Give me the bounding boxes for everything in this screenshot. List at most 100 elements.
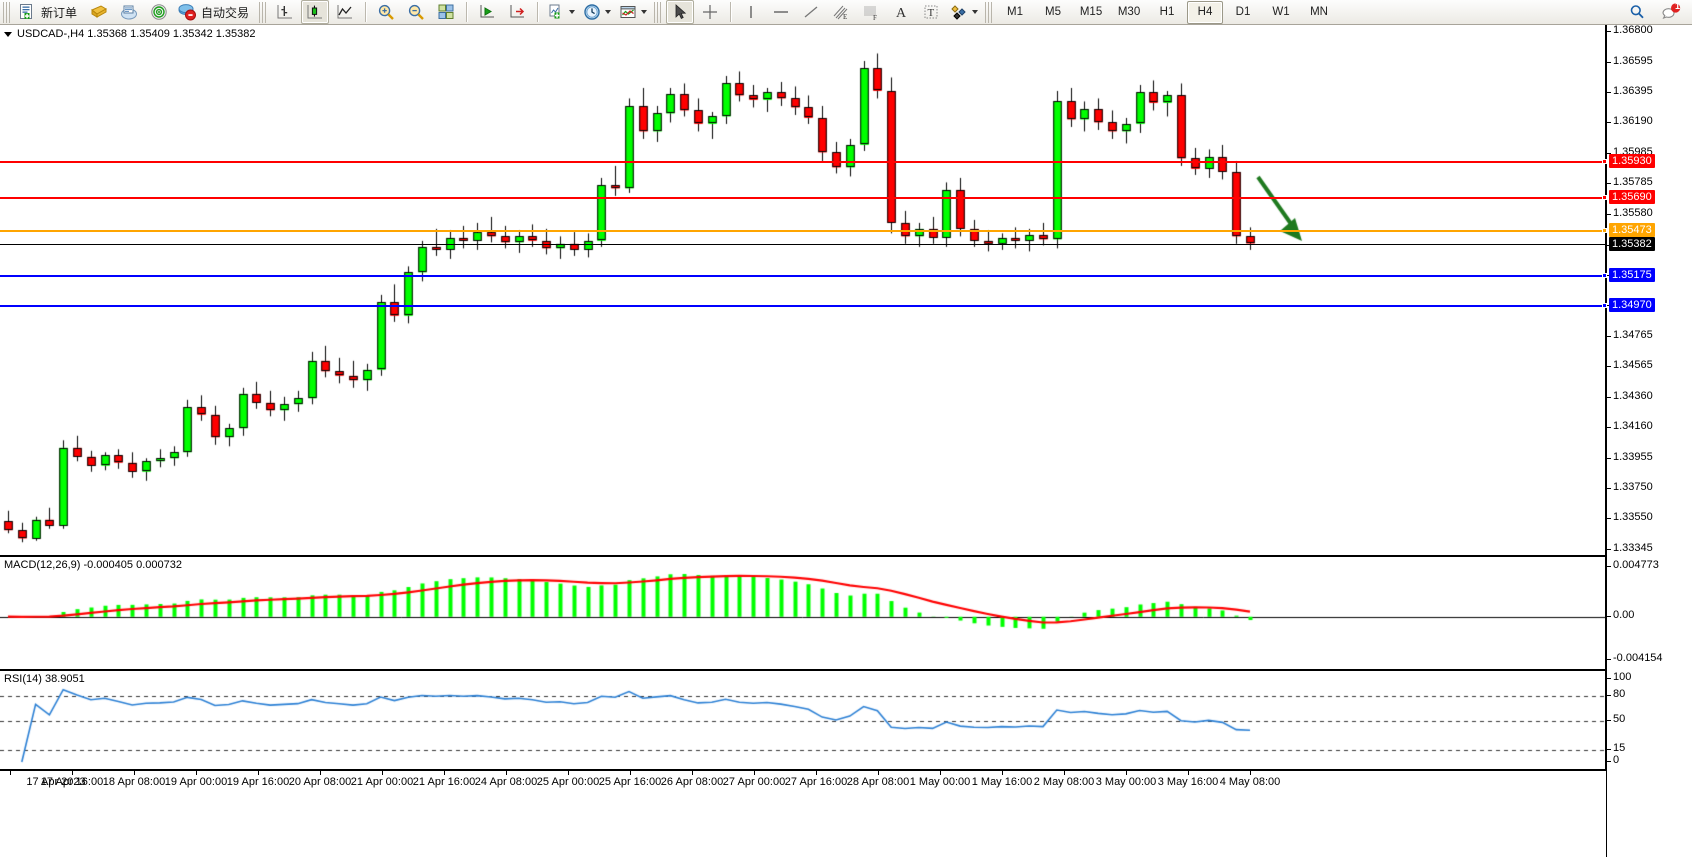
trendline-button[interactable] [797, 0, 825, 24]
price-canvas[interactable] [0, 25, 1605, 555]
level-line-pivot[interactable] [0, 227, 1607, 233]
crosshair-button[interactable] [696, 0, 724, 24]
price-tick: 1.34765 [1607, 329, 1692, 341]
signals-button[interactable] [145, 0, 173, 24]
fibonacci-button[interactable]: F [857, 0, 885, 24]
toolbar-grip-4[interactable] [985, 1, 995, 23]
vertical-line-button[interactable] [737, 0, 765, 24]
templates-caret-icon[interactable] [641, 10, 648, 14]
new-order-icon [18, 3, 36, 21]
auto-trading-button[interactable]: 自动交易 [175, 0, 255, 24]
alerts-button[interactable]: 1 [1656, 0, 1684, 24]
price-tick-label: 1.35580 [1613, 206, 1653, 219]
price-pane[interactable] [0, 25, 1606, 556]
toolbar-grip-1[interactable] [3, 1, 12, 23]
tile-windows-button[interactable] [432, 0, 460, 24]
line-chart-icon [336, 3, 354, 21]
price-tick-label: 1.34160 [1613, 419, 1653, 432]
price-tick: 1.35580 [1607, 207, 1692, 219]
price-tick-label: 1.34765 [1613, 329, 1653, 342]
level-handle[interactable] [1602, 303, 1607, 309]
timeframe-m5-button[interactable]: M5 [1045, 6, 1062, 18]
templates-button[interactable] [616, 0, 650, 24]
shift-end-button[interactable] [473, 0, 501, 24]
timeframe-w1-button[interactable]: W1 [1272, 6, 1290, 18]
svg-text:A: A [896, 6, 907, 21]
chart-area[interactable]: USDCAD-,H4 1.35368 1.35409 1.35342 1.353… [0, 24, 1692, 857]
tile-windows-icon [437, 3, 455, 21]
time-axis-label: 26 Apr 08:00 [660, 776, 724, 788]
toolbar-grip-2[interactable] [259, 1, 269, 23]
timeframe-m15-button[interactable]: M15 [1079, 6, 1103, 18]
toolbar-grip-3[interactable] [654, 1, 664, 23]
market-watch-button[interactable] [115, 0, 143, 24]
objects-button[interactable] [947, 0, 981, 24]
candlestick-chart-button[interactable] [301, 0, 330, 24]
macd-tick: -0.004154 [1607, 652, 1692, 664]
indicators-button[interactable] [544, 0, 578, 24]
level-line-resistance-1[interactable] [0, 195, 1607, 201]
level-line-support-1[interactable] [0, 272, 1607, 278]
cursor-button[interactable] [666, 0, 695, 24]
timeframe-d1-button[interactable]: D1 [1235, 6, 1251, 18]
level-handle[interactable] [1602, 272, 1607, 278]
price-tick-label: 1.33550 [1613, 511, 1653, 524]
time-tick [1250, 771, 1251, 775]
price-tick: 1.36395 [1607, 85, 1692, 97]
price-axis[interactable]: 1.36800 1.36595 1.36395 1.36190 1.35985 1.357… [1606, 24, 1692, 857]
timeframe-m1-button[interactable]: M1 [1007, 6, 1024, 18]
symbol-dropdown-icon[interactable] [4, 31, 12, 37]
objects-caret-icon[interactable] [972, 10, 979, 14]
horizontal-line-button[interactable] [767, 0, 795, 24]
price-tick-label: 1.33345 [1613, 542, 1653, 554]
timeframe-h4-button[interactable]: H4 [1187, 0, 1224, 24]
history-icon [90, 3, 108, 21]
macd-pane[interactable]: MACD(12,26,9) -0.000405 0.000732 [0, 556, 1606, 670]
price-tag-support-2: 1.34970 [1609, 298, 1655, 313]
new-order-button[interactable]: 新订单 [15, 0, 83, 24]
level-line-resistance-2[interactable] [0, 159, 1607, 165]
price-tag-support-1: 1.35175 [1609, 267, 1655, 282]
bar-chart-button[interactable] [271, 0, 299, 24]
period-button[interactable] [580, 0, 614, 24]
level-handle[interactable] [1602, 159, 1607, 165]
time-tick [506, 771, 507, 775]
time-axis[interactable]: 17 Apr 2023 17 Apr 16:00 18 Apr 08:00 19 Ap… [0, 770, 1606, 794]
text-button[interactable]: T [917, 0, 945, 24]
auto-scroll-button[interactable] [503, 0, 531, 24]
rsi-pane[interactable]: RSI(14) 38.9051 [0, 670, 1606, 770]
time-tick [940, 771, 941, 775]
period-icon [583, 3, 601, 21]
period-caret-icon[interactable] [605, 10, 612, 14]
time-tick [134, 771, 135, 775]
search-button[interactable] [1623, 0, 1651, 24]
time-axis-label: 27 Apr 00:00 [722, 776, 786, 788]
time-axis-label: 18 Apr 08:00 [102, 776, 166, 788]
timeframe-h1-button[interactable]: H1 [1159, 6, 1175, 18]
price-tick-label: 1.36595 [1613, 54, 1653, 67]
level-handle[interactable] [1602, 195, 1607, 201]
toolbar-separator-2 [466, 2, 468, 22]
price-tick: 1.33750 [1607, 481, 1692, 493]
level-line-support-2[interactable] [0, 303, 1607, 309]
history-button[interactable] [85, 0, 113, 24]
timeframe-m30-button[interactable]: M30 [1117, 6, 1141, 18]
time-axis-label: 28 Apr 08:00 [846, 776, 910, 788]
zoom-in-button[interactable] [372, 0, 400, 24]
main-toolbar: 新订单 [0, 0, 1692, 25]
rsi-tick: 100 [1607, 671, 1692, 683]
text-label-button[interactable]: A [887, 0, 915, 24]
timeframe-mn-button[interactable]: MN [1310, 6, 1328, 18]
price-tick-label: 1.34360 [1613, 389, 1653, 402]
rsi-tick-label: 80 [1613, 687, 1626, 700]
equidistant-channel-button[interactable]: E [827, 0, 855, 24]
level-handle[interactable] [1602, 227, 1607, 233]
time-tick [1002, 771, 1003, 775]
time-axis-label: 25 Apr 00:00 [536, 776, 600, 788]
zoom-out-button[interactable] [402, 0, 430, 24]
indicators-caret-icon[interactable] [569, 10, 576, 14]
price-tick: 1.34565 [1607, 359, 1692, 371]
level-line-current-price[interactable] [0, 243, 1606, 245]
line-chart-button[interactable] [331, 0, 359, 24]
equidistant-channel-icon: E [832, 3, 850, 21]
